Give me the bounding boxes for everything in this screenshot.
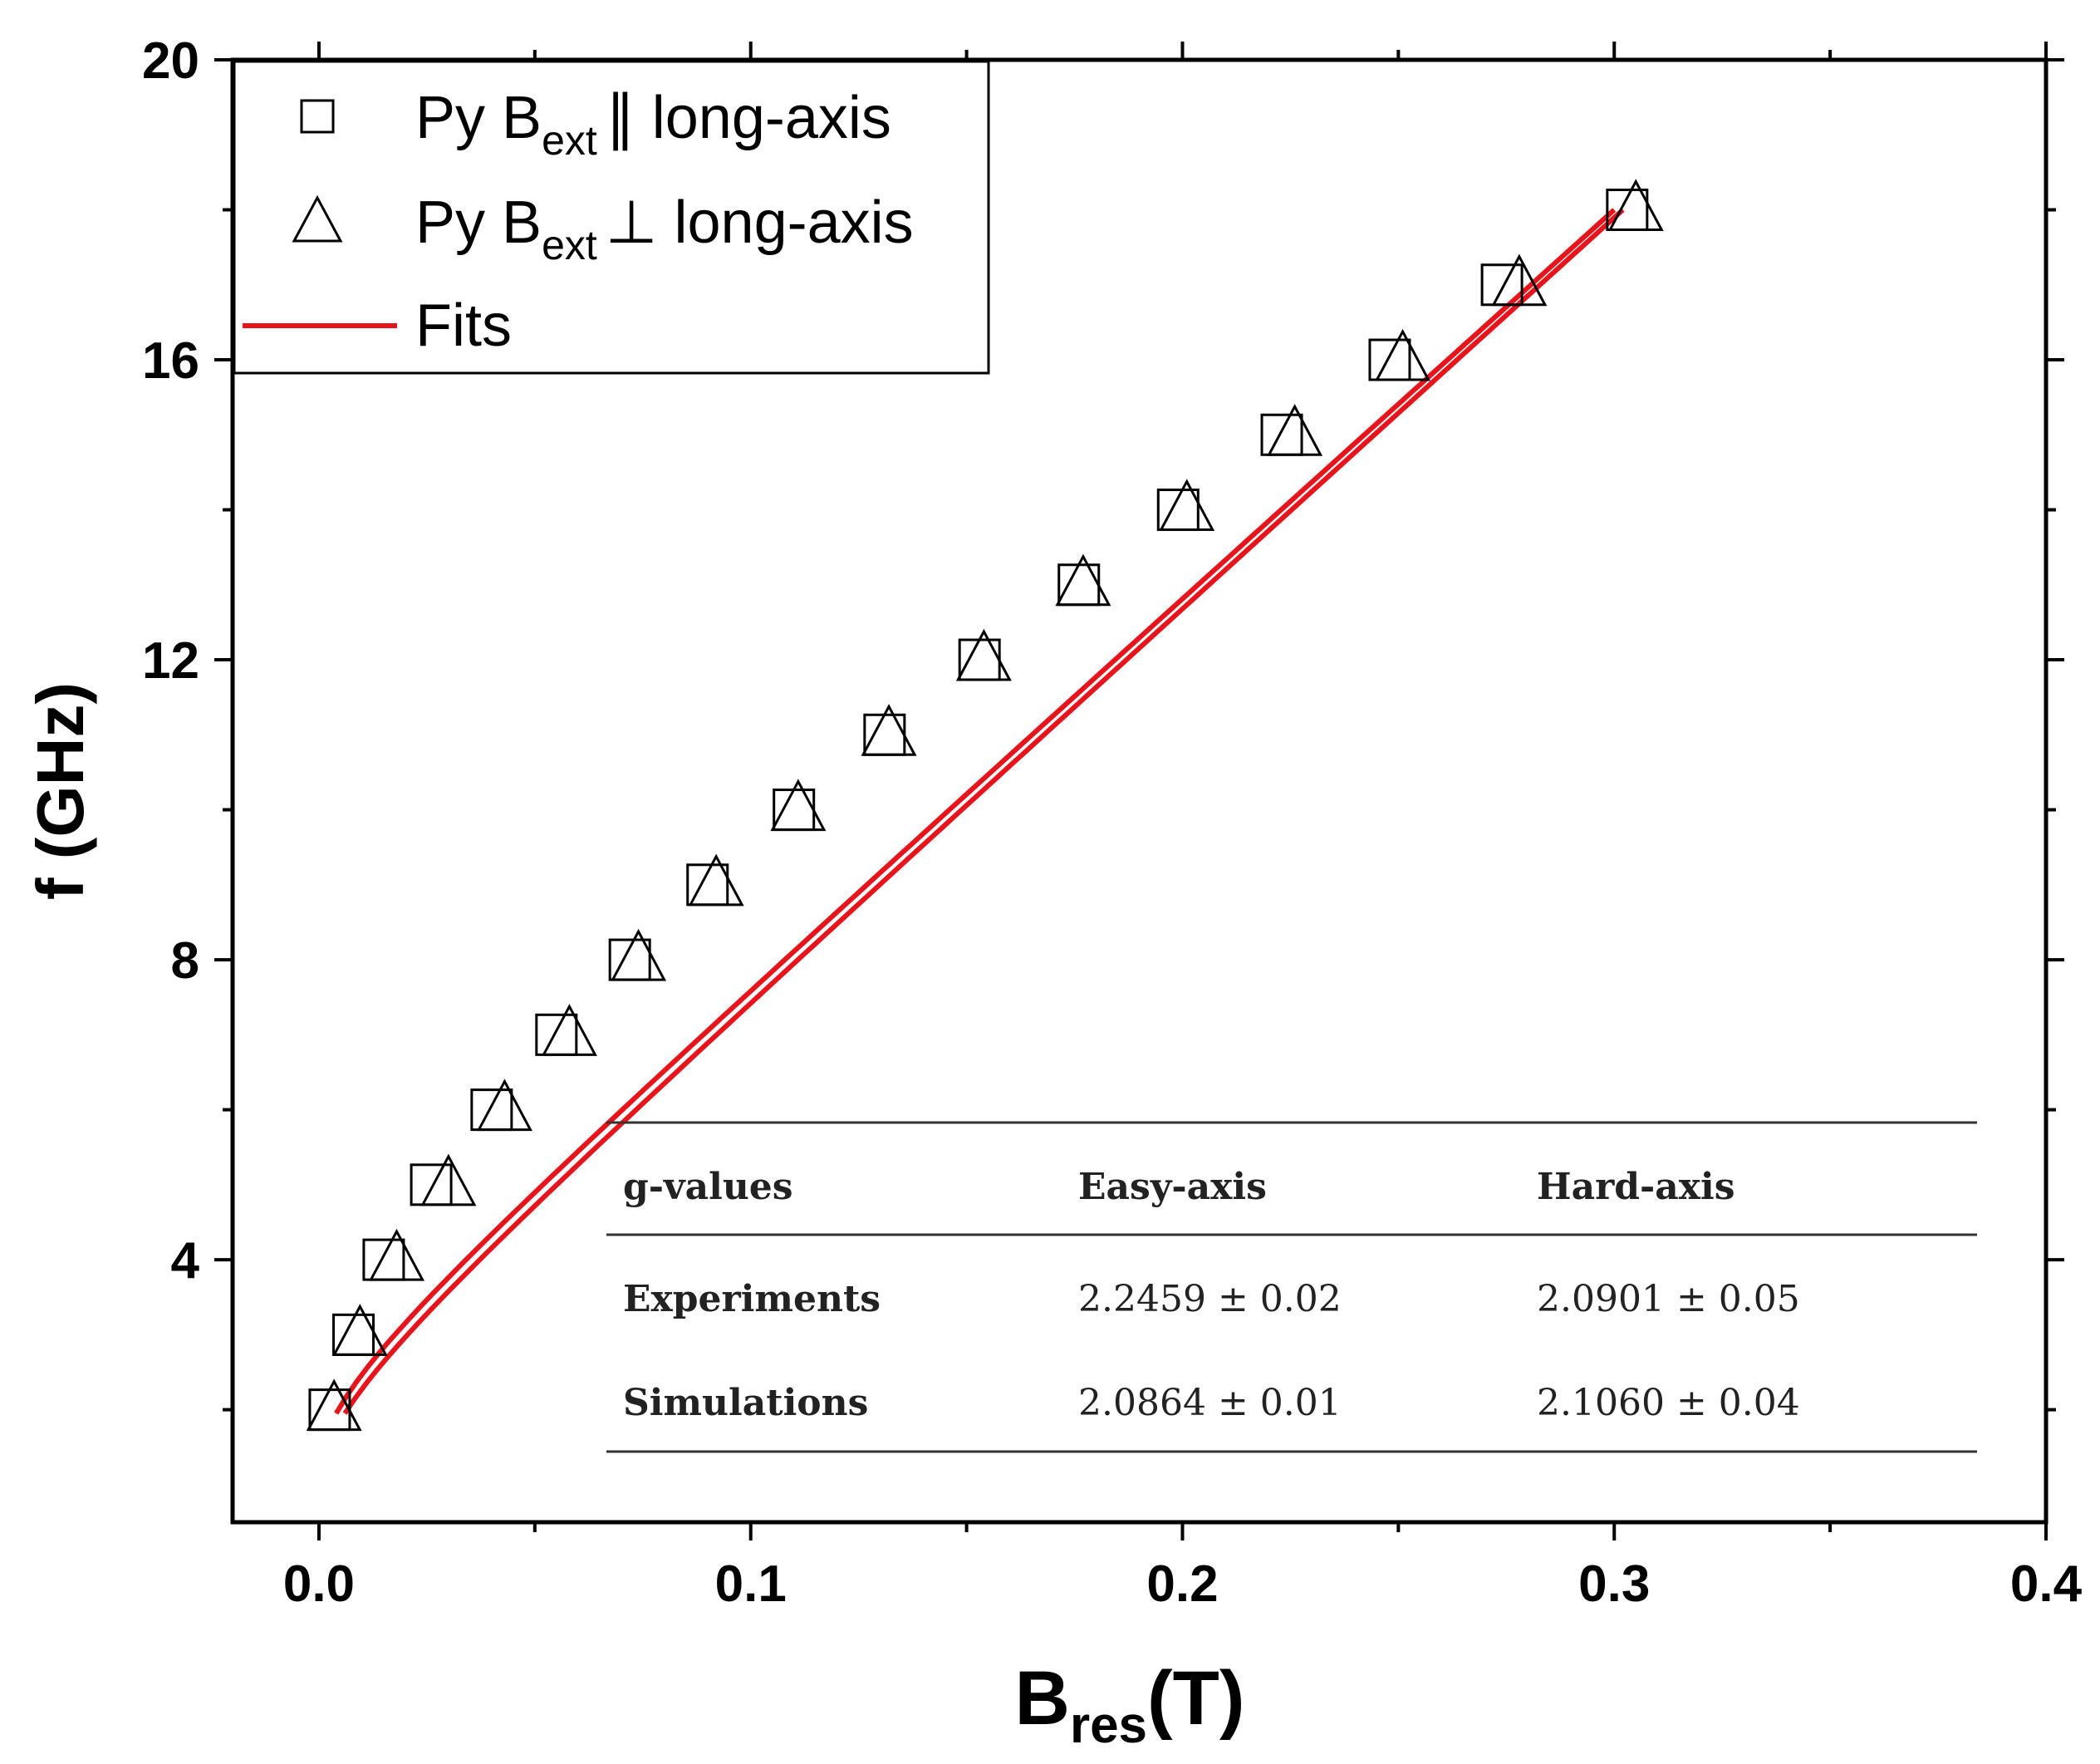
triangle-marker (861, 704, 917, 756)
legend-parallel-sub: ext (542, 117, 597, 164)
legend-parallel-prefix: Py B (415, 85, 542, 151)
triangle-marker (1267, 404, 1323, 456)
table-row-simulations-hard: 2.1060 ± 0.04 (1537, 1382, 1800, 1424)
legend-square-marker (300, 99, 335, 134)
table-header-hard-axis: Hard-axis (1537, 1166, 1735, 1208)
triangle-marker (1491, 253, 1548, 307)
plot-frame (230, 57, 2048, 1525)
square-marker (863, 713, 906, 756)
table-row-experiments-hard: 2.0901 ± 0.05 (1537, 1278, 1800, 1320)
legend-parallel-suffix: ∥ long-axis (606, 85, 891, 151)
square-marker (470, 1088, 513, 1132)
x-axis-title-sub: res (1070, 1697, 1147, 1754)
triangle-marker (1055, 553, 1111, 607)
legend-perp-prefix: Py B (415, 189, 542, 256)
triangle-marker (1375, 328, 1431, 381)
table-row-experiments-easy: 2.2459 ± 0.02 (1078, 1278, 1342, 1320)
x-axis-title-main: B (1014, 1656, 1069, 1741)
square-marker (1057, 563, 1101, 607)
triangle-marker (955, 628, 1012, 681)
square-marker (308, 1388, 351, 1432)
x-axis-title-unit: (T) (1147, 1656, 1244, 1741)
table-row-simulations-label: Simulations (623, 1382, 868, 1424)
fit-curve (342, 208, 1625, 1415)
y-tick-label: 12 (142, 632, 199, 690)
legend-label-perpendicular: Py Bext ⊥ long-axis (415, 189, 914, 268)
legend-triangle-marker (292, 194, 343, 243)
legend-perp-suffix: ⊥ long-axis (606, 189, 914, 256)
fit-lines (334, 208, 1625, 1415)
x-tick-label: 0.0 (283, 1555, 355, 1613)
triangle-marker (1607, 179, 1664, 232)
legend-box (233, 60, 990, 375)
square-marker (1260, 413, 1303, 456)
x-tick-label: 0.3 (1578, 1555, 1650, 1613)
triangle-marker (476, 1079, 532, 1132)
triangle-marker (369, 1228, 425, 1281)
triangle-marker (688, 853, 744, 907)
triangle-marker (770, 779, 827, 832)
triangle-marker (306, 1378, 362, 1432)
legend-label-fits: Fits (415, 292, 512, 359)
y-tick-label: 16 (142, 332, 199, 390)
triangle-marker (611, 928, 667, 981)
legend-label-parallel: Py Bext ∥ long-axis (415, 85, 891, 164)
axis-ticks: 0.0 0.1 0.2 0.3 0.4 4 8 12 16 20 (142, 32, 2083, 1613)
square-marker (535, 1013, 578, 1056)
legend: Py Bext ∥ long-axis Py Bext ⊥ long-axis Fi… (233, 60, 990, 375)
y-tick-label: 4 (171, 1232, 200, 1290)
table-row-simulations-easy: 2.0864 ± 0.01 (1078, 1382, 1342, 1424)
triangle-marker (331, 1304, 388, 1356)
x-tick-label: 0.2 (1146, 1555, 1218, 1613)
y-tick-label: 8 (171, 932, 199, 990)
table-header-easy-axis: Easy-axis (1078, 1166, 1267, 1208)
x-tick-label: 0.4 (2010, 1555, 2083, 1613)
x-axis-title: Bres(T) (1014, 1656, 1244, 1754)
x-tick-label: 0.1 (715, 1555, 787, 1613)
square-marker (958, 638, 1001, 681)
table-header-g-values: g-values (623, 1166, 793, 1208)
fit-curve (334, 208, 1617, 1415)
triangle-marker (420, 1153, 477, 1206)
y-axis-title: f (GHz) (23, 682, 97, 900)
y-tick-label: 20 (142, 32, 199, 90)
data-markers (306, 179, 1664, 1432)
square-marker (773, 789, 816, 832)
triangle-marker (1159, 479, 1215, 532)
triangle-marker (541, 1004, 597, 1056)
square-marker (362, 1238, 405, 1281)
table-row-experiments-label: Experiments (623, 1278, 881, 1320)
square-marker (1368, 338, 1411, 381)
g-values-table: g-values Easy-axis Hard-axis Experiments… (606, 1121, 1977, 1453)
square-marker (410, 1163, 453, 1206)
legend-perp-sub: ext (542, 222, 597, 268)
